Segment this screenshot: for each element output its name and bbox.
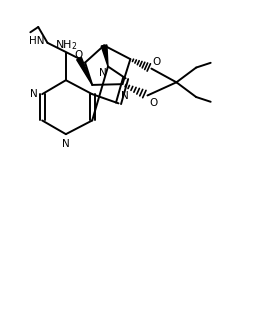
Text: N: N — [120, 91, 128, 101]
Text: N: N — [62, 139, 70, 149]
Text: NH$_2$: NH$_2$ — [55, 38, 77, 52]
Polygon shape — [101, 45, 108, 66]
Text: N: N — [99, 68, 107, 78]
Text: O: O — [149, 98, 158, 108]
Text: N: N — [31, 89, 38, 99]
Text: O: O — [75, 51, 83, 61]
Text: HN: HN — [29, 37, 45, 46]
Text: O: O — [153, 57, 161, 67]
Polygon shape — [77, 57, 92, 85]
